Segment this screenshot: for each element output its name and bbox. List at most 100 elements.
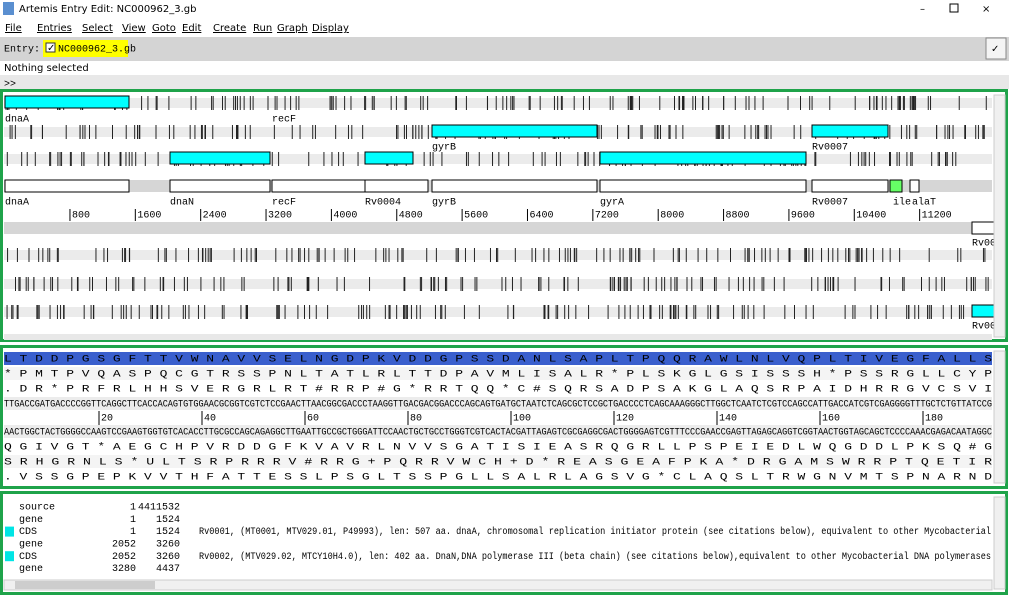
- feature[interactable]: [271, 179, 366, 193]
- feature[interactable]: [4, 179, 130, 193]
- feature-end: 4437: [156, 564, 180, 575]
- aa-frame: . V S S G P E P K V V T H F A T T E S S …: [4, 472, 992, 484]
- aa-frame: L T D D P G S G F T T V W N A V V S E L …: [4, 355, 992, 366]
- feature-end: 4411532: [138, 503, 180, 514]
- feature[interactable]: [431, 179, 598, 193]
- ok-button[interactable]: [985, 37, 1007, 60]
- menu-item[interactable]: View: [122, 23, 146, 34]
- strand-reverse: [4, 222, 992, 234]
- entry-bar: [0, 37, 1009, 61]
- feature-label: recF: [272, 115, 296, 126]
- maximize[interactable]: [949, 3, 959, 13]
- feature-start: 1: [130, 515, 136, 526]
- base-ruler-label: 180: [925, 414, 943, 425]
- ruler-label: 7200: [595, 211, 619, 222]
- feature[interactable]: [971, 304, 995, 318]
- feature-label: gyrB: [432, 198, 456, 209]
- ruler-label: 2400: [203, 211, 227, 222]
- feature-label: Rv0004: [365, 198, 401, 209]
- frame-highlight: [4, 425, 992, 438]
- feature[interactable]: [971, 221, 995, 235]
- entry-check: ✓: [47, 43, 55, 54]
- cds-swatch: [5, 526, 14, 537]
- ruler-label: 800: [72, 211, 90, 222]
- frame-highlight: [4, 455, 992, 468]
- feature-key[interactable]: gene: [19, 540, 43, 551]
- feature[interactable]: [889, 179, 903, 193]
- frame-highlight: [4, 367, 992, 380]
- ruler-label: 10400: [856, 211, 886, 222]
- feature[interactable]: [599, 179, 807, 193]
- feature-key[interactable]: source: [19, 503, 55, 514]
- list-h-scrollbar[interactable]: [3, 579, 993, 591]
- menu-item[interactable]: Run: [253, 23, 272, 34]
- ruler-label: 4800: [399, 211, 423, 222]
- base-ruler-label: 120: [616, 414, 634, 425]
- ruler-label: 8800: [726, 211, 750, 222]
- menu-item[interactable]: Entries: [37, 23, 72, 34]
- menu-item[interactable]: File: [5, 23, 22, 34]
- ruler-label: 3200: [268, 211, 292, 222]
- feature[interactable]: [364, 179, 429, 193]
- window-title: Artemis Entry Edit: NC000962_3.gb: [19, 4, 197, 15]
- feature[interactable]: [364, 151, 414, 165]
- base-ruler-label: 140: [719, 414, 737, 425]
- ruler-label: 5600: [464, 211, 488, 222]
- menu-item[interactable]: Graph: [277, 23, 308, 34]
- feature[interactable]: [811, 179, 889, 193]
- feature-end: 3260: [156, 552, 180, 563]
- feature-start: 2052: [112, 540, 136, 551]
- list-panel-border: [0, 491, 1008, 595]
- feature-label: dnaN: [170, 197, 194, 209]
- feature-end: 1524: [156, 515, 180, 526]
- app-icon: [3, 2, 14, 15]
- close[interactable]: ×: [982, 4, 990, 15]
- feature[interactable]: [169, 151, 271, 165]
- menu-item[interactable]: Edit: [182, 23, 201, 34]
- base-scrollbar[interactable]: [993, 350, 1006, 484]
- h-scrollbar[interactable]: [4, 334, 992, 340]
- cds-swatch: [5, 551, 14, 562]
- frame-highlight: [4, 352, 992, 365]
- feature[interactable]: [431, 124, 598, 138]
- feature-key[interactable]: gene: [19, 564, 43, 575]
- base-ruler-label: 80: [410, 414, 422, 425]
- frame-track: [4, 98, 992, 108]
- feature-note: Rv0001, (MT0001, MTV029.01, P49993), len…: [199, 526, 991, 538]
- ruler-label: 4000: [333, 211, 357, 222]
- frame-track: [4, 154, 992, 164]
- base-ruler-label: 100: [513, 414, 531, 425]
- splitter: [0, 75, 1009, 89]
- feature[interactable]: [811, 124, 889, 138]
- feature-end: 3260: [156, 540, 180, 551]
- menu-item[interactable]: Create: [213, 23, 246, 34]
- feature-key[interactable]: gene: [19, 515, 43, 526]
- menu-item[interactable]: Display: [312, 23, 349, 34]
- feature-label: Rv00: [972, 239, 996, 250]
- splitter-arrows[interactable]: >>: [4, 80, 16, 91]
- minimize[interactable]: –: [920, 4, 925, 15]
- aa-frame: . D R * P R F R L H H S V E R G R L R T …: [4, 384, 992, 396]
- base-ruler-label: 20: [101, 414, 113, 425]
- entry-checkbox[interactable]: [45, 42, 56, 53]
- feature-start: 1: [130, 527, 136, 538]
- feature-end: 1524: [156, 527, 180, 538]
- aa-frame: Q G I V G T * A E G C H P V R D D G F K …: [4, 442, 992, 454]
- feature-start: 1: [130, 503, 136, 514]
- feature[interactable]: [599, 151, 807, 165]
- feature-key[interactable]: CDS: [19, 552, 37, 563]
- list-h-thumb[interactable]: [15, 581, 155, 589]
- v-scrollbar[interactable]: [993, 94, 1006, 338]
- feature[interactable]: [4, 95, 130, 109]
- base-ruler-label: 60: [307, 414, 319, 425]
- dna-reverse: AACTGGCTACTGGGGCCAAGTCCGAAGTGGTGTCACACCT…: [4, 428, 992, 439]
- feature[interactable]: [169, 179, 271, 193]
- menu-item[interactable]: Goto: [152, 23, 176, 34]
- feature-key[interactable]: CDS: [19, 527, 37, 538]
- menu-item[interactable]: Select: [82, 23, 113, 34]
- feature-label: dnaA: [5, 114, 29, 126]
- list-v-scrollbar[interactable]: [993, 496, 1006, 590]
- feature[interactable]: [909, 179, 920, 193]
